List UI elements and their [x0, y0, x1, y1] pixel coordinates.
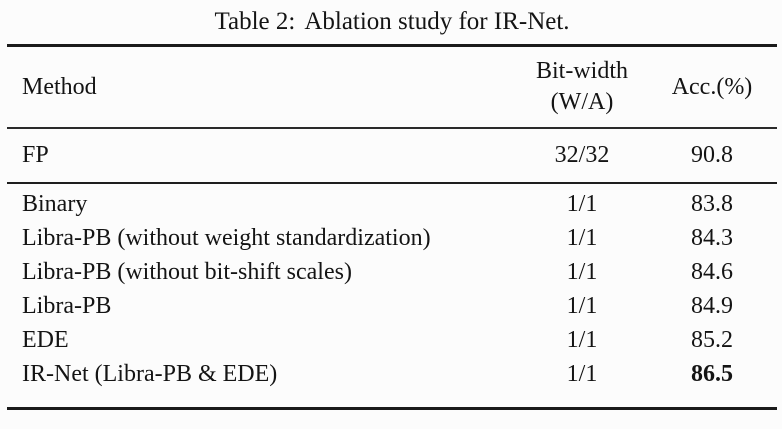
column-header-bitwidth: Bit-width (W/A): [517, 56, 647, 118]
bitwidth-cell: 1/1: [566, 292, 598, 319]
acc-cell: 83.8: [691, 190, 733, 217]
ablation-table: Method Bit-width (W/A) Acc.(%) FP 32/32 …: [7, 44, 777, 410]
acc-cell: 84.6: [691, 258, 733, 285]
method-cell: Binary: [22, 190, 88, 217]
column-header-bitwidth-line2: (W/A): [550, 89, 614, 115]
bitwidth-cell: 1/1: [566, 258, 598, 285]
table-caption-text: Ablation study for IR-Net.: [304, 8, 570, 35]
column-header-acc: Acc.(%): [671, 73, 753, 100]
acc-cell: 90.8: [691, 142, 733, 168]
method-cell: IR-Net (Libra-PB & EDE): [22, 360, 278, 387]
column-header-bitwidth-line1: Bit-width: [535, 58, 628, 84]
bitwidth-cell: 32/32: [554, 142, 610, 168]
table-header-row: Method Bit-width (W/A) Acc.(%): [7, 47, 777, 127]
table-row: Libra-PB 1/1 84.9: [7, 289, 777, 323]
table-bottom-rule: [7, 407, 777, 410]
acc-cell-best: 86.5: [691, 360, 733, 387]
table-caption: Table 2: Ablation study for IR-Net.: [7, 8, 777, 36]
bitwidth-cell: 1/1: [566, 224, 598, 251]
table-top-rule: [7, 44, 777, 47]
bitwidth-cell: 1/1: [566, 360, 598, 387]
bitwidth-cell: 1/1: [566, 326, 598, 353]
table-row-fp: FP 32/32 90.8: [7, 129, 777, 182]
table-row: EDE 1/1 85.2: [7, 323, 777, 357]
table-caption-label: Table 2:: [214, 8, 296, 35]
table-row: Libra-PB (without weight standardization…: [7, 221, 777, 255]
column-header-method: Method: [22, 73, 97, 100]
table-row: Binary 1/1 83.8: [7, 187, 777, 221]
table-row: Libra-PB (without bit-shift scales) 1/1 …: [7, 255, 777, 289]
table-section-rule: [7, 182, 777, 184]
method-cell: EDE: [22, 326, 69, 353]
method-cell: FP: [22, 142, 49, 168]
method-cell: Libra-PB (without bit-shift scales): [22, 258, 352, 285]
acc-cell: 84.3: [691, 224, 733, 251]
acc-cell: 84.9: [691, 292, 733, 319]
acc-cell: 85.2: [691, 326, 733, 353]
table-body: Binary 1/1 83.8 Libra-PB (without weight…: [7, 184, 777, 407]
table-row-irnet: IR-Net (Libra-PB & EDE) 1/1 86.5: [7, 357, 777, 391]
method-cell: Libra-PB (without weight standardization…: [22, 224, 431, 251]
method-cell: Libra-PB: [22, 292, 112, 319]
bitwidth-cell: 1/1: [566, 190, 598, 217]
table-header-rule: [7, 127, 777, 129]
